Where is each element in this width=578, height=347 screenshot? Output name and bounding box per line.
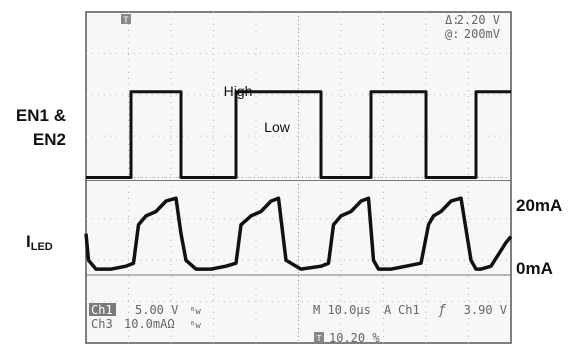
cursor-delta-value: 2.20 V	[457, 13, 500, 27]
ch3-scale: 10.0mAΩ	[124, 317, 175, 331]
label-iled-main: I	[26, 232, 31, 251]
cursor-at-value: 200mV	[464, 27, 500, 41]
trigger-level: 3.90 V	[464, 303, 507, 317]
annotation-high: High	[224, 83, 253, 99]
label-en-line2: EN2	[33, 130, 66, 149]
cursor-delta-label: Δ:	[445, 13, 459, 27]
trigger-marker-letter: T	[123, 16, 129, 26]
label-0ma: 0mA	[516, 259, 553, 278]
ch1-bw: ᴮw	[190, 307, 201, 317]
ch3-bw: ᴮw	[190, 321, 201, 331]
trigger-source: Ch1	[398, 303, 420, 317]
label-iled: ILED	[26, 232, 53, 253]
cursor-at-label: @:	[445, 27, 459, 41]
trigger-marker: T	[121, 14, 131, 26]
ch3-tag: Ch3	[91, 317, 113, 331]
trigger-position-marker: T	[317, 334, 322, 343]
trigger-slope-icon: ƒ	[438, 303, 446, 318]
ch1-scale: 5.00 V	[135, 303, 178, 317]
ch1-tag: Ch1	[91, 303, 113, 317]
label-iled-sub: LED	[31, 241, 53, 253]
acq-mode: A	[384, 303, 392, 317]
status-bar: Ch1 5.00 V ᴮw Ch3 10.0mAΩ ᴮw M 10.0µs A …	[89, 303, 507, 345]
label-20ma: 20mA	[516, 196, 562, 215]
trigger-position: 10.20 %	[329, 331, 380, 345]
traces	[84, 90, 513, 271]
trace-ch1	[86, 90, 511, 179]
timebase: M 10.0µs	[313, 303, 371, 317]
label-en-line1: EN1 &	[16, 106, 66, 125]
reference-lines	[86, 179, 511, 276]
annotation-low: Low	[264, 119, 291, 135]
trace-ch3	[84, 196, 513, 271]
